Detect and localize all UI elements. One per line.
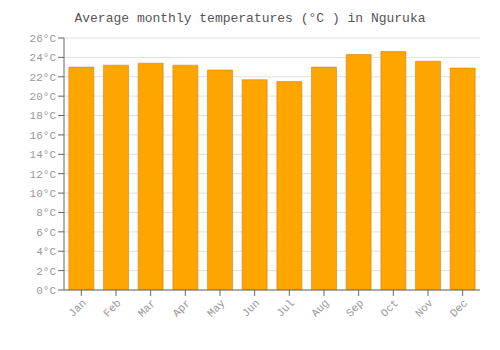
svg-text:Mar: Mar	[136, 297, 158, 319]
svg-text:18°C: 18°C	[30, 110, 57, 122]
svg-text:May: May	[205, 297, 228, 320]
svg-text:12°C: 12°C	[30, 169, 57, 181]
svg-text:24°C: 24°C	[30, 52, 57, 64]
svg-text:14°C: 14°C	[30, 149, 57, 161]
svg-text:6°C: 6°C	[36, 227, 56, 239]
svg-text:4°C: 4°C	[36, 246, 56, 258]
svg-text:20°C: 20°C	[30, 91, 57, 103]
svg-text:Jan: Jan	[66, 297, 88, 319]
svg-text:Dec: Dec	[448, 297, 470, 319]
svg-text:26°C: 26°C	[30, 33, 57, 45]
svg-text:0°C: 0°C	[36, 285, 56, 297]
svg-text:8°C: 8°C	[36, 207, 56, 219]
svg-text:2°C: 2°C	[36, 266, 56, 278]
svg-text:Oct: Oct	[378, 297, 400, 319]
svg-text:Feb: Feb	[101, 297, 123, 319]
svg-text:Jul: Jul	[274, 297, 296, 319]
svg-text:Nov: Nov	[413, 297, 436, 320]
svg-text:10°C: 10°C	[30, 188, 57, 200]
svg-text:Aug: Aug	[309, 297, 331, 319]
svg-text:Sep: Sep	[344, 297, 366, 319]
svg-text:Jun: Jun	[240, 297, 262, 319]
svg-text:16°C: 16°C	[30, 130, 57, 142]
svg-text:Apr: Apr	[170, 297, 192, 319]
html-text:Average monthly temperatures (: Average monthly temperatures (°C ) in Ng…	[74, 11, 426, 26]
svg-text:22°C: 22°C	[30, 72, 57, 84]
